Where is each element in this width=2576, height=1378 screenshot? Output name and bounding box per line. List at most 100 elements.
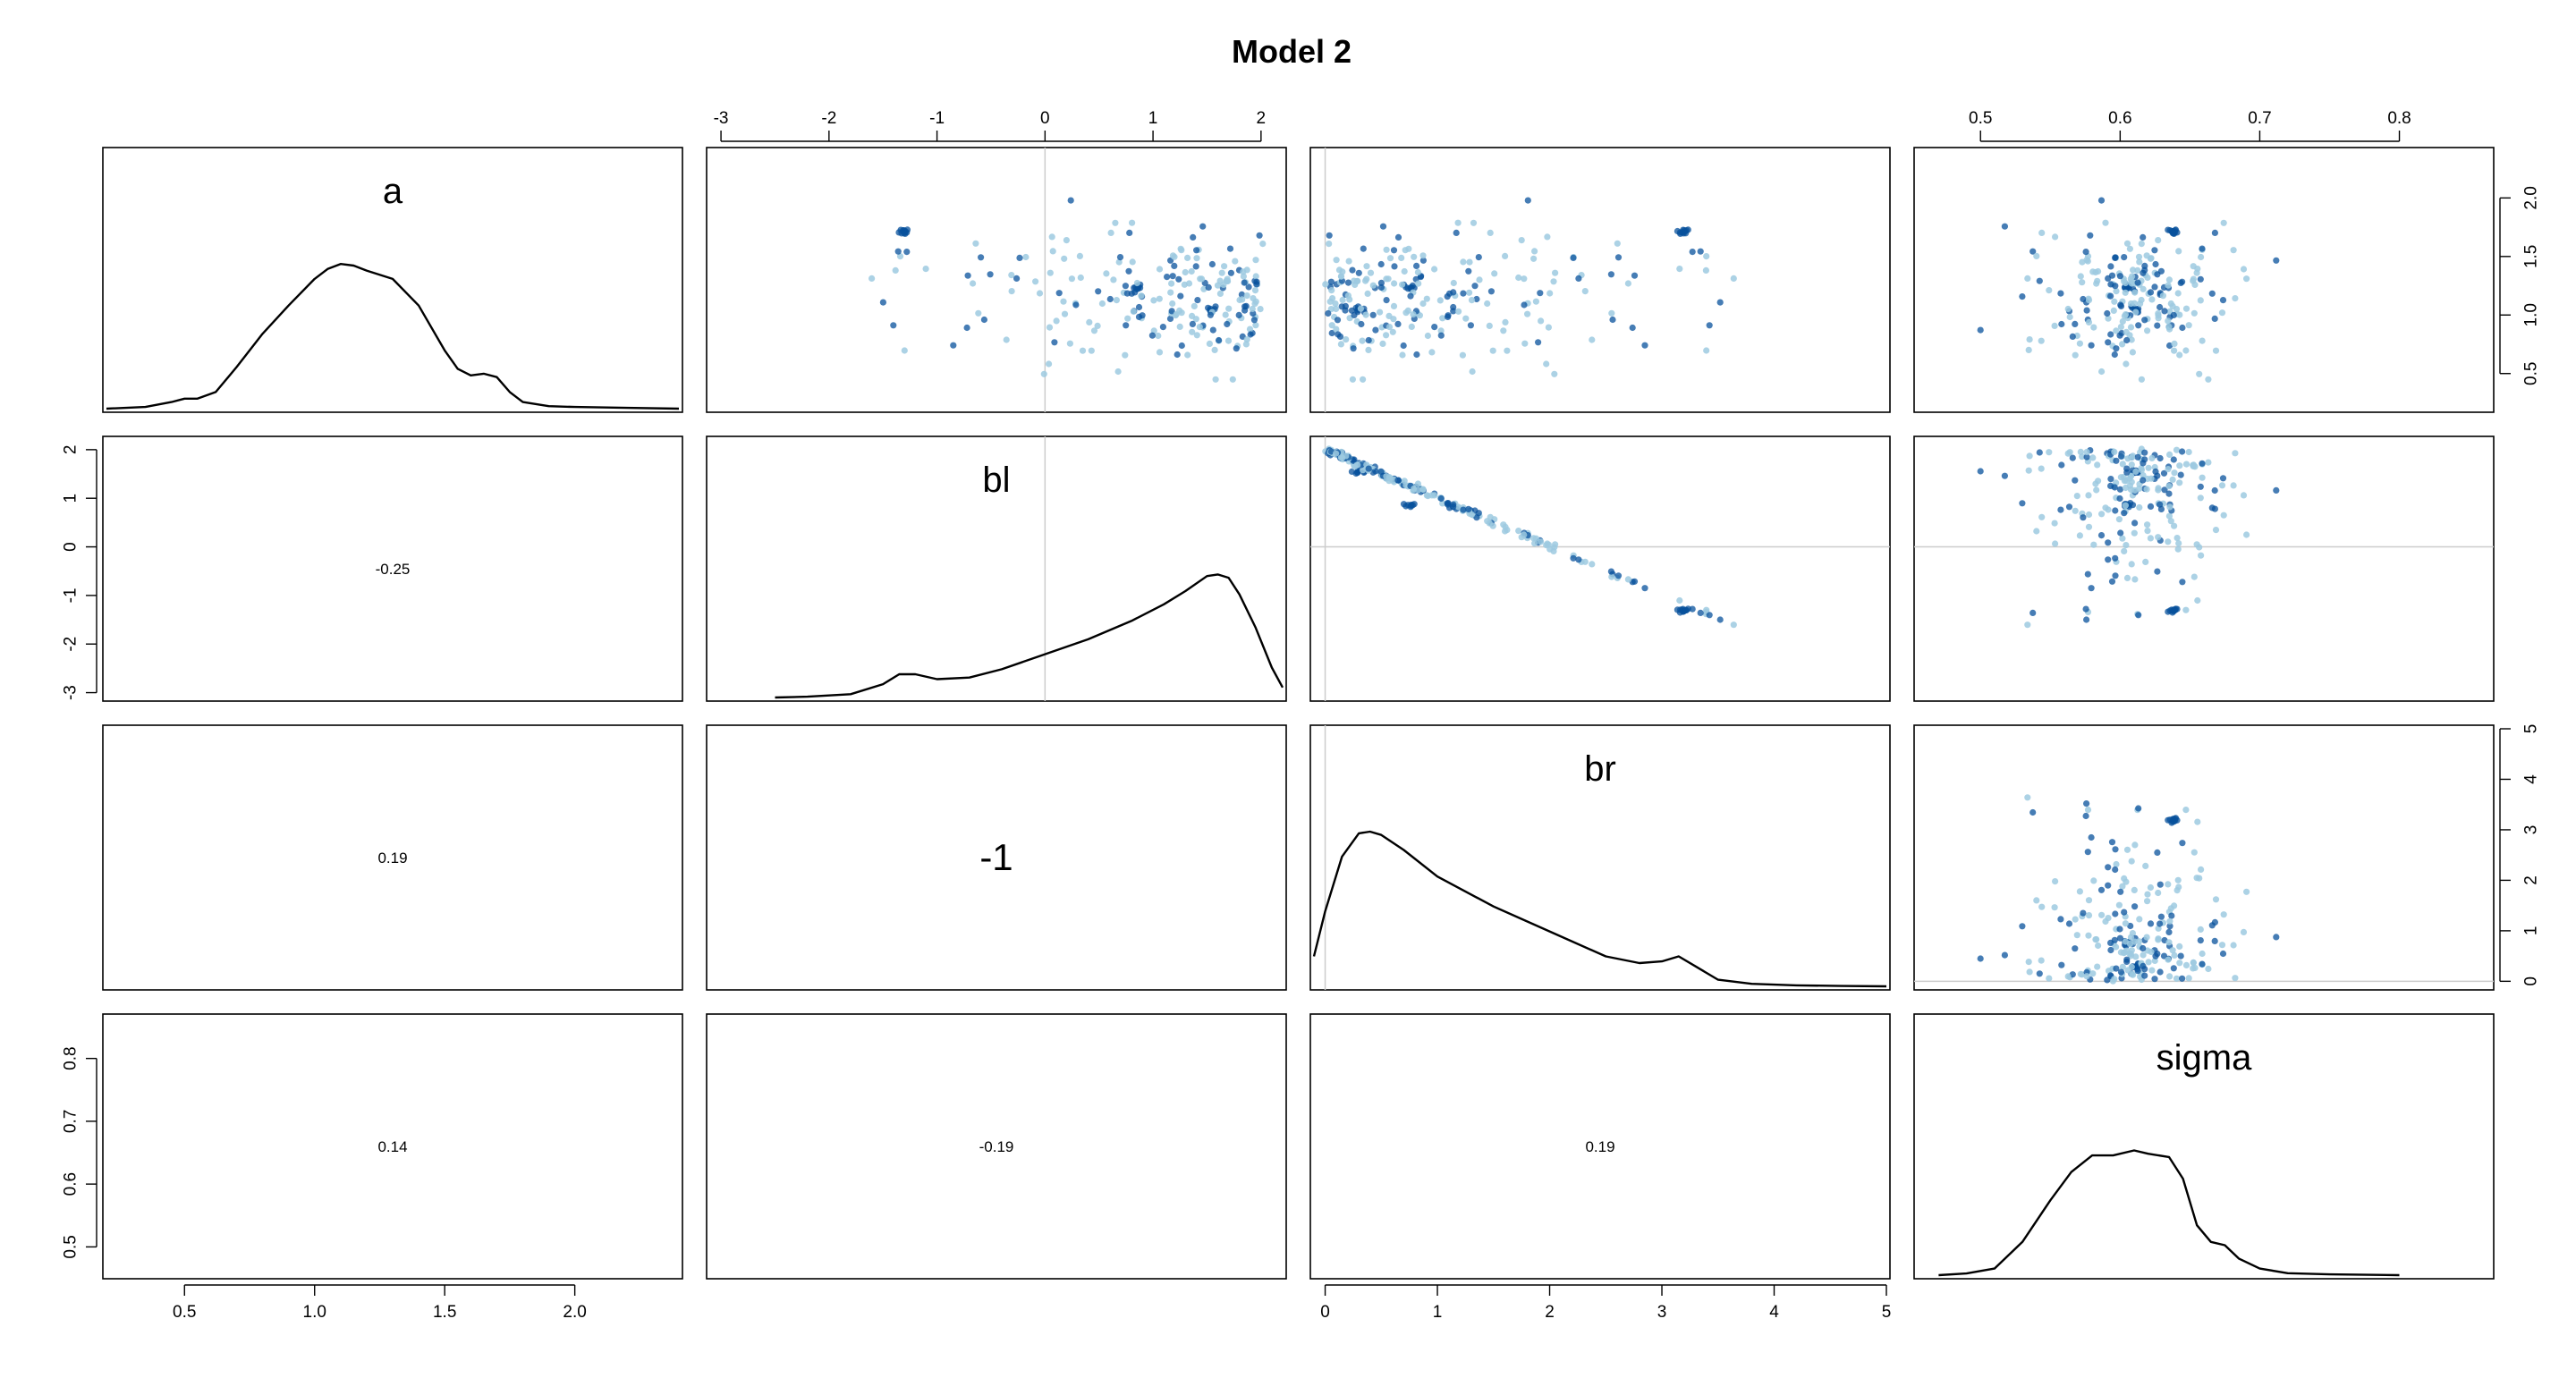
scatter-point xyxy=(2123,465,2131,472)
scatter-point xyxy=(2144,528,2151,535)
scatter-point xyxy=(2001,472,2008,479)
scatter-point xyxy=(2123,240,2131,247)
scatter-point xyxy=(2157,881,2164,888)
scatter-point xyxy=(2143,252,2150,259)
scatter-point xyxy=(1177,245,1184,252)
scatter-point xyxy=(2080,909,2087,917)
scatter-point xyxy=(2171,347,2178,354)
scatter-point xyxy=(1530,255,1538,262)
scatter-point xyxy=(2113,860,2120,868)
scatter-point xyxy=(2165,466,2172,473)
panel-sigma-bl: -0.19 xyxy=(706,1013,1287,1280)
scatter-point xyxy=(2097,532,2106,539)
tick-label: 1.0 xyxy=(303,1303,326,1322)
scatter-point xyxy=(1453,229,1460,236)
panel-grid: a -0.25 bl 0.19 -1 br 0.14 -0.19 0.19 sigma -3 -2 -1… xyxy=(62,109,2541,1322)
scatter-point xyxy=(2077,273,2084,280)
scatter-point xyxy=(2038,957,2045,964)
scatter-point xyxy=(2140,477,2147,484)
scatter-point xyxy=(1326,241,1333,248)
scatter-point xyxy=(2134,266,2141,274)
scatter-point xyxy=(2121,547,2128,555)
tick-label: -3 xyxy=(62,685,80,700)
scatter-point xyxy=(2127,951,2134,958)
scatter-point xyxy=(2154,951,2161,958)
scatter-point xyxy=(2025,467,2032,474)
scatter-point xyxy=(2098,511,2106,518)
scatter-point xyxy=(2134,968,2141,975)
scatter-point xyxy=(2185,448,2192,456)
scatter-point xyxy=(2219,475,2227,482)
scatter-point xyxy=(2066,313,2073,321)
scatter-point xyxy=(2090,877,2097,884)
panel-br-a: 0.19 xyxy=(102,724,683,991)
tick-label: 4 xyxy=(1769,1303,1779,1322)
scatter-point xyxy=(1487,288,1495,295)
scatter-point xyxy=(1216,336,1223,344)
scatter-point xyxy=(2033,897,2040,904)
scatter-point xyxy=(1444,293,1451,300)
scatter-point xyxy=(2073,932,2080,939)
scatter-point xyxy=(1469,368,1476,376)
scatter-point xyxy=(2107,939,2114,946)
scatter-point xyxy=(2165,816,2172,824)
scatter-point xyxy=(2240,266,2248,273)
scatter-point xyxy=(1343,336,1350,343)
scatter-point xyxy=(2220,511,2227,519)
scatter-point xyxy=(2165,512,2173,520)
scatter-point xyxy=(1222,311,1229,318)
scatter-point xyxy=(2136,916,2143,923)
scatter-point xyxy=(2108,578,2116,585)
scatter-point xyxy=(1357,305,1364,312)
scatter-point xyxy=(1431,324,1438,331)
scatter-point xyxy=(2122,284,2129,292)
panel-bl-br xyxy=(1309,435,1891,702)
scatter-point xyxy=(1364,290,1371,297)
panel-bl-a: -0.25 xyxy=(102,435,683,702)
scatter-point xyxy=(1383,246,1390,253)
scatter-point xyxy=(1531,540,1538,547)
scatter-point xyxy=(1450,501,1457,508)
scatter-point xyxy=(2141,972,2148,979)
scatter-point xyxy=(1327,278,1335,285)
scatter-point xyxy=(2155,935,2162,943)
scatter-point xyxy=(1682,230,1690,237)
scatter-point xyxy=(1545,324,1552,331)
scatter-point xyxy=(1173,311,1180,318)
scatter-point xyxy=(1706,612,1713,619)
scatter-point xyxy=(2130,266,2137,274)
scatter-point xyxy=(1404,307,1411,314)
scatter-point xyxy=(1122,283,1129,290)
scatter-point xyxy=(2038,465,2045,472)
scatter-point xyxy=(1076,252,1083,259)
scatter-point xyxy=(1233,345,1240,352)
scatter-point xyxy=(2108,839,2116,846)
scatter-point xyxy=(2197,926,2204,933)
scatter-point xyxy=(2211,229,2218,236)
scatter-point xyxy=(2083,800,2090,807)
scatter-point xyxy=(2116,273,2123,280)
scatter-point xyxy=(2230,247,2237,254)
variable-label-sigma: sigma xyxy=(2157,1038,2252,1078)
panel-a-a: a xyxy=(102,147,683,413)
tick-label: -3 xyxy=(714,109,729,128)
scatter-point xyxy=(2052,540,2059,547)
scatter-point xyxy=(1253,278,1260,285)
scatter-point xyxy=(1226,245,1234,252)
scatter-point xyxy=(1362,311,1369,318)
variable-label-br: br xyxy=(1584,749,1616,789)
scatter-point xyxy=(2117,968,2125,976)
scatter-point xyxy=(1098,300,1106,308)
scatter-point xyxy=(1164,274,1171,281)
scatter-point xyxy=(2033,528,2040,535)
scatter-point xyxy=(1022,253,1030,261)
scatter-point xyxy=(2072,477,2079,484)
scatter-point xyxy=(1334,317,1342,324)
panel-frame xyxy=(102,724,683,991)
scatter-point xyxy=(2051,904,2058,911)
scatter-point xyxy=(1055,290,1063,297)
scatter-point xyxy=(1706,322,1713,329)
scatter-point xyxy=(2154,849,2161,857)
scatter-point xyxy=(2138,464,2145,472)
